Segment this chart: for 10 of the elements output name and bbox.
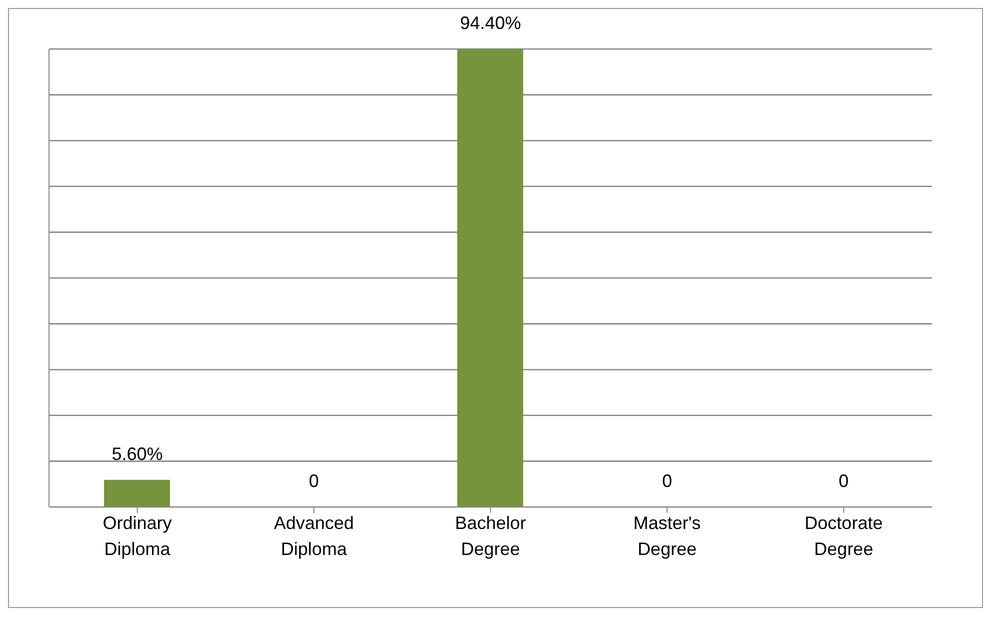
data-label: 0 bbox=[838, 471, 850, 492]
x-tick-label: Advanced Diploma bbox=[274, 513, 354, 559]
data-label: 0 bbox=[308, 471, 320, 492]
x-tick-label: Doctorate Degree bbox=[804, 513, 883, 559]
data-label: 5.60% bbox=[110, 444, 164, 465]
data-label: 94.40% bbox=[458, 13, 522, 34]
data-label: 0 bbox=[661, 471, 674, 492]
x-tick-label: Bachelor Degree bbox=[454, 513, 526, 559]
x-tick-label: Ordinary Diploma bbox=[102, 513, 172, 559]
x-tick-label: Master's Degree bbox=[633, 513, 701, 559]
